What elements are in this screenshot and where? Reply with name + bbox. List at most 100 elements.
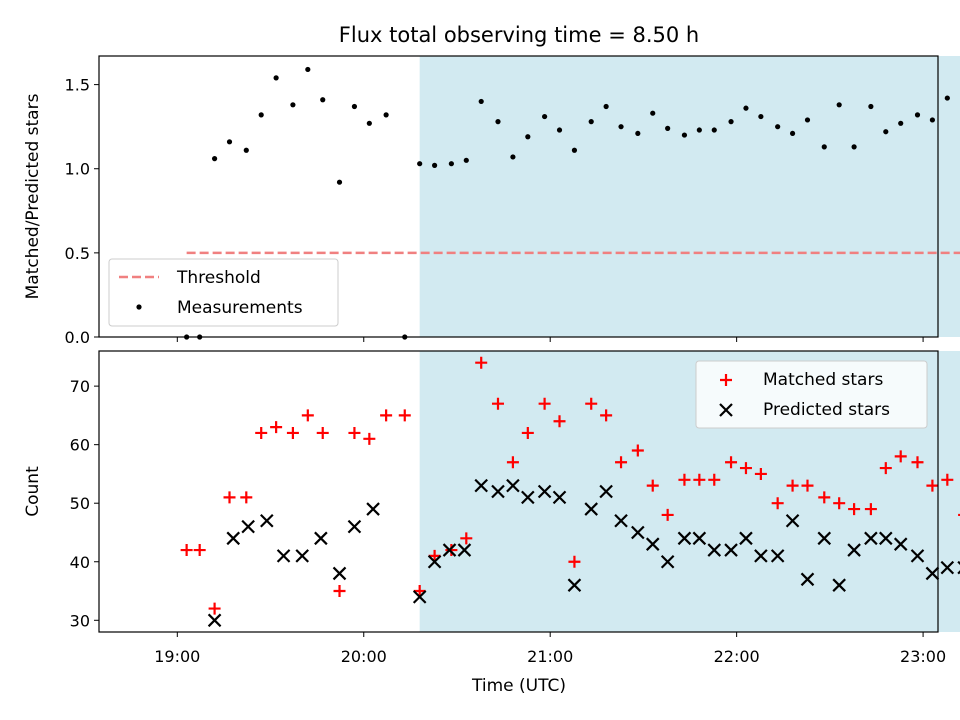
predicted-star-point bbox=[491, 484, 505, 499]
measurement-point bbox=[635, 130, 641, 137]
predicted-star-point bbox=[474, 478, 488, 493]
legend-predicted-label: Predicted stars bbox=[763, 400, 890, 420]
y-tick-label: 40 bbox=[70, 553, 90, 572]
y-tick-label: 1.5 bbox=[65, 76, 90, 95]
measurement-point bbox=[618, 124, 624, 130]
chart-title: Flux total observing time = 8.50 h bbox=[339, 23, 699, 47]
measurement-point bbox=[789, 130, 796, 137]
predicted-star-point bbox=[314, 531, 328, 546]
predicted-star-point bbox=[692, 531, 707, 546]
predicted-star-point bbox=[739, 531, 753, 546]
matched-star-point bbox=[771, 497, 784, 510]
matched-star-point bbox=[286, 426, 299, 439]
ratio-legend: Threshold Measurements bbox=[108, 258, 339, 327]
measurement-point bbox=[478, 98, 484, 105]
matched-star-point bbox=[754, 467, 767, 480]
matched-star-point bbox=[911, 456, 924, 469]
legend-matched-marker bbox=[720, 374, 732, 386]
y-tick-label: 60 bbox=[70, 436, 90, 455]
measurement-point bbox=[525, 134, 531, 140]
matched-star-point bbox=[428, 549, 441, 562]
measurement-point bbox=[366, 120, 372, 126]
predicted-star-point bbox=[241, 519, 255, 534]
matched-star-point bbox=[693, 473, 706, 486]
matched-star-point bbox=[568, 555, 581, 568]
matched-star-point bbox=[193, 544, 206, 557]
y-tick-label: 50 bbox=[70, 494, 90, 513]
predicted-star-point bbox=[412, 590, 427, 604]
measurement-point bbox=[743, 105, 749, 111]
y-tick-label: 70 bbox=[70, 377, 90, 396]
matched-star-point bbox=[848, 503, 861, 516]
measurement-point bbox=[775, 124, 781, 130]
measurement-point bbox=[556, 127, 563, 133]
predicted-star-point bbox=[599, 484, 613, 499]
matched-star-point bbox=[708, 473, 721, 486]
matched-star-point bbox=[398, 409, 411, 422]
matched-star-point bbox=[739, 462, 752, 475]
measurement-point bbox=[290, 102, 296, 108]
x-tick-label: 19:00 bbox=[154, 647, 200, 666]
measurement-point bbox=[696, 127, 702, 133]
count-panel: 30 40 50 60 70 Count Matched stars Predicted… bbox=[23, 350, 960, 633]
predicted-star-point bbox=[427, 554, 442, 569]
measurement-point bbox=[929, 117, 936, 123]
measurement-point bbox=[944, 95, 950, 101]
count-panel-frame bbox=[98, 350, 939, 633]
matched-star-point bbox=[380, 409, 393, 422]
matched-star-point bbox=[678, 473, 691, 486]
legend-predicted-marker bbox=[719, 403, 733, 417]
predicted-star-point bbox=[614, 513, 628, 528]
predicted-star-point bbox=[800, 572, 815, 587]
measurement-point bbox=[383, 112, 389, 118]
ratio-legend-box bbox=[108, 258, 339, 327]
measurement-point bbox=[836, 102, 842, 108]
predicted-star-point bbox=[660, 554, 675, 569]
predicted-star-point bbox=[847, 543, 861, 557]
x-tick-label: 22:00 bbox=[714, 647, 760, 666]
predicted-star-point bbox=[276, 549, 291, 563]
predicted-star-point bbox=[584, 502, 598, 516]
predicted-star-point bbox=[724, 543, 738, 557]
matched-star-point bbox=[864, 503, 877, 516]
predicted-star-point bbox=[631, 525, 645, 540]
count-y-axis-label: Count bbox=[23, 466, 43, 517]
predicted-star-point bbox=[567, 578, 582, 592]
predicted-star-point bbox=[442, 543, 457, 557]
matched-star-point bbox=[646, 479, 659, 492]
measurement-point bbox=[510, 154, 516, 160]
matched-star-point bbox=[725, 456, 738, 469]
matched-star-point bbox=[445, 544, 458, 557]
matched-star-point bbox=[521, 426, 534, 439]
predicted-star-point bbox=[940, 560, 955, 575]
matched-star-point bbox=[413, 585, 426, 598]
matched-star-point bbox=[801, 479, 814, 492]
matched-star-point bbox=[475, 356, 488, 369]
matched-star-point bbox=[600, 409, 613, 422]
predicted-star-point bbox=[770, 549, 785, 563]
matched-star-point bbox=[270, 421, 283, 434]
measurement-point bbox=[417, 161, 423, 167]
observing-window-band bbox=[419, 56, 960, 337]
x-tick-label: 21:00 bbox=[527, 647, 573, 666]
matched-star-point bbox=[661, 508, 674, 521]
predicted-star-point bbox=[879, 531, 893, 546]
measurement-point bbox=[463, 157, 469, 163]
predicted-star-point bbox=[207, 613, 222, 628]
x-tick-label: 23:00 bbox=[900, 647, 946, 666]
matched-star-point bbox=[631, 444, 644, 457]
y-tick-label: 0.0 bbox=[65, 328, 90, 347]
count-legend: Matched stars Predicted stars bbox=[695, 360, 928, 429]
ratio-panel: 0.0 0.5 1.0 1.5 Matched/Predicted stars Thr… bbox=[23, 55, 960, 347]
matched-star-point bbox=[240, 491, 253, 504]
measurement-point bbox=[495, 119, 501, 125]
predicted-star-point bbox=[457, 543, 472, 557]
matched-star-point bbox=[879, 462, 892, 475]
matched-star-point bbox=[538, 397, 551, 410]
predicted-star-point bbox=[785, 513, 800, 528]
matched-star-point bbox=[941, 473, 954, 486]
predicted-star-point bbox=[552, 490, 567, 505]
predicted-star-point bbox=[521, 490, 535, 505]
predicted-star-point bbox=[832, 578, 846, 592]
